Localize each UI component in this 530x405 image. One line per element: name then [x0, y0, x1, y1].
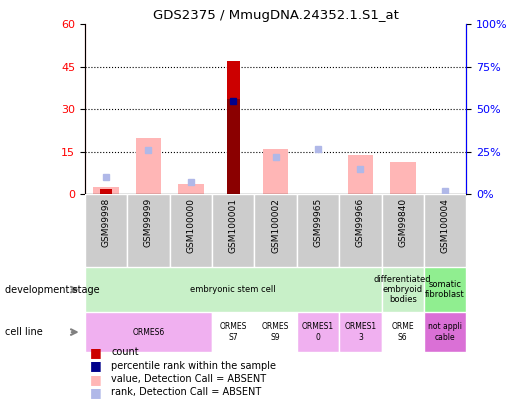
Bar: [85, 194, 127, 267]
Text: ORMES
S7: ORMES S7: [219, 322, 247, 342]
Text: GSM100002: GSM100002: [271, 198, 280, 253]
Bar: [382, 194, 424, 267]
Text: count: count: [111, 347, 139, 357]
Bar: [390, 162, 416, 194]
Text: value, Detection Call = ABSENT: value, Detection Call = ABSENT: [111, 374, 267, 384]
Text: GSM99999: GSM99999: [144, 198, 153, 247]
Text: GSM99965: GSM99965: [314, 198, 322, 247]
Bar: [227, 100, 240, 194]
Text: cell line: cell line: [5, 327, 43, 337]
Bar: [424, 267, 466, 312]
Text: development stage: development stage: [5, 285, 100, 294]
Text: ■: ■: [90, 359, 102, 372]
Bar: [382, 267, 424, 312]
Text: ORMES
S9: ORMES S9: [262, 322, 289, 342]
Text: rank, Detection Call = ABSENT: rank, Detection Call = ABSENT: [111, 388, 261, 397]
Bar: [212, 312, 254, 352]
Text: somatic
fibroblast: somatic fibroblast: [425, 280, 465, 299]
Text: ■: ■: [90, 386, 102, 399]
Text: GSM100000: GSM100000: [187, 198, 195, 253]
Bar: [85, 312, 212, 352]
Bar: [100, 189, 112, 194]
Bar: [254, 194, 297, 267]
Bar: [297, 312, 339, 352]
Text: GSM99840: GSM99840: [399, 198, 407, 247]
Bar: [382, 312, 424, 352]
Text: not appli
cable: not appli cable: [428, 322, 462, 342]
Text: GSM99966: GSM99966: [356, 198, 365, 247]
Text: embryonic stem cell: embryonic stem cell: [190, 285, 276, 294]
Text: ORME
S6: ORME S6: [392, 322, 414, 342]
Text: percentile rank within the sample: percentile rank within the sample: [111, 361, 276, 371]
Text: GSM99998: GSM99998: [102, 198, 110, 247]
Bar: [339, 312, 382, 352]
Bar: [254, 312, 297, 352]
Bar: [136, 138, 161, 194]
Bar: [212, 194, 254, 267]
Bar: [348, 155, 373, 194]
Bar: [85, 267, 382, 312]
Text: GSM100001: GSM100001: [229, 198, 237, 253]
Bar: [339, 194, 382, 267]
Text: differentiated
embryoid
bodies: differentiated embryoid bodies: [374, 275, 431, 305]
Text: ■: ■: [90, 373, 102, 386]
Bar: [263, 149, 288, 194]
Bar: [178, 185, 204, 194]
Bar: [227, 61, 240, 194]
Bar: [170, 194, 212, 267]
Title: GDS2375 / MmugDNA.24352.1.S1_at: GDS2375 / MmugDNA.24352.1.S1_at: [153, 9, 399, 22]
Bar: [127, 194, 170, 267]
Text: ORMES1
0: ORMES1 0: [302, 322, 334, 342]
Bar: [297, 194, 339, 267]
Text: ■: ■: [90, 346, 102, 359]
Text: ORMES6: ORMES6: [132, 328, 164, 337]
Bar: [424, 194, 466, 267]
Text: GSM100004: GSM100004: [441, 198, 449, 253]
Bar: [93, 187, 119, 194]
Bar: [424, 312, 466, 352]
Text: ORMES1
3: ORMES1 3: [344, 322, 376, 342]
